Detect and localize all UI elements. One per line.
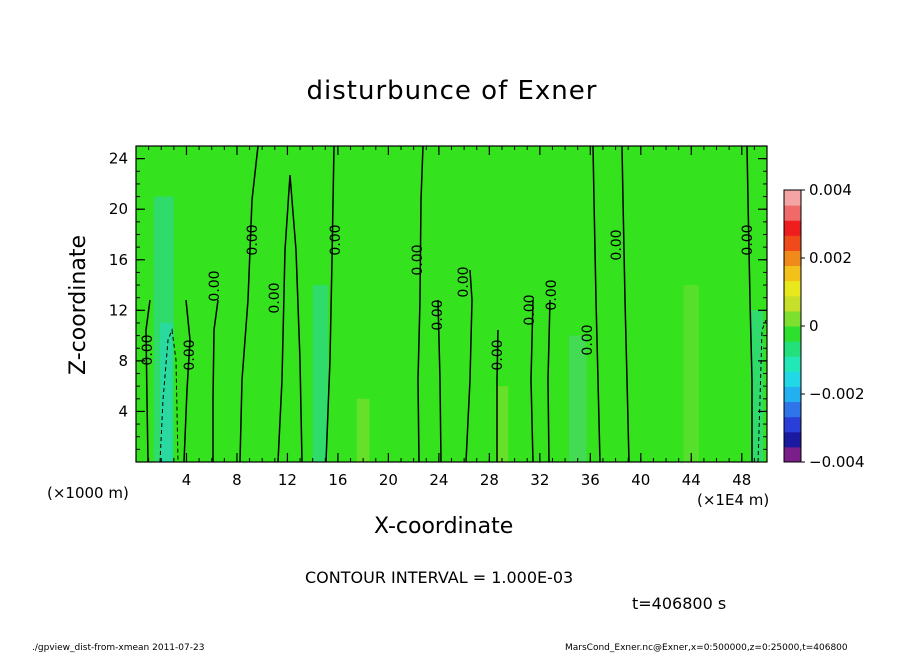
colorbar-swatch [784,446,801,463]
contour-line [145,299,151,463]
contour-label: 0.00 [580,324,596,355]
x-tick-label: 24 [429,471,448,489]
contour-label: 0.00 [182,339,198,370]
plot-background [136,146,767,462]
colorbar-tick-label: 0.004 [809,181,852,199]
y-tick-label: 4 [118,402,128,420]
contour-label: 0.00 [490,339,506,370]
contour-line [530,299,534,463]
colorbar-tick-label: 0.002 [809,249,852,267]
contour-line [592,145,601,463]
colorbar-swatch [784,356,801,372]
x-tick-label: 40 [631,471,650,489]
footer-file-info: MarsCond_Exner.nc@Exner,x=0:500000,z=0:2… [565,643,848,653]
contour-label: 0.00 [544,279,560,310]
x-axis-label: X-coordinate [374,514,514,539]
colorbar-swatch [784,205,801,221]
x-tick-label: 8 [232,471,242,489]
contour-line [437,299,442,463]
contour-line [417,145,424,463]
contour-label: 0.00 [430,299,446,330]
contour-line [325,145,335,463]
field-plume [159,322,173,462]
colorbar-tick-label: −0.004 [809,453,865,471]
contour-line [239,145,259,463]
colorbar-swatch [784,310,801,327]
time-label: t=406800 s [632,594,727,613]
colorbar-swatch [784,326,801,342]
chart-title: disturbunce of Exner [306,76,598,106]
x-tick-label: 32 [530,471,549,489]
contour-label: 0.00 [245,224,261,255]
contour-line [465,269,473,463]
contour-line [212,299,219,462]
y-tick-label: 8 [118,352,128,370]
contour-line [496,329,499,462]
contour-label: 0.00 [267,282,283,313]
x-tick-label: 20 [379,471,398,489]
colorbar-tick-label: −0.002 [809,385,865,403]
colorbar-swatch [784,250,801,267]
contour-line [547,299,551,463]
y-tick-label: 20 [109,200,128,218]
contour-label: 0.00 [609,229,625,260]
field-plume [312,285,328,462]
field-plume [750,310,764,462]
colorbar-swatch [784,401,801,418]
x-unit-label: (×1000 m) [47,484,129,502]
contour-label: 0.00 [456,266,472,297]
contour-line [621,145,630,463]
colorbar-swatch [784,371,801,387]
y-tick-label: 24 [109,150,128,168]
colorbar-swatch [784,190,801,206]
field-plume [495,386,509,462]
x-tick-label: 12 [278,471,297,489]
x-tick-label: 4 [182,471,192,489]
field-plume [568,335,587,462]
contour-label: 0.00 [410,244,426,275]
contour-label: 0.00 [140,334,156,365]
contour-interval-label: CONTOUR INTERVAL = 1.000E-03 [305,568,574,587]
y-tick-label: 16 [109,251,128,269]
x-tick-label: 28 [480,471,499,489]
colorbar-swatch [784,220,801,236]
y-tick-label: 12 [109,301,128,319]
contour-label: 0.00 [207,270,223,301]
colorbar-swatch [784,280,801,297]
colorbar-swatch [784,341,801,357]
x-tick-label: 48 [732,471,751,489]
field-plume [683,285,699,462]
x-tick-label: 16 [328,471,347,489]
colorbar-swatch [784,295,801,312]
x-tick-label: 36 [581,471,600,489]
colorbar-swatch [784,416,801,433]
colorbar-swatch [784,431,801,448]
contour-line [746,145,753,462]
contour-label: 0.00 [328,224,344,255]
contour-line-negative [159,328,179,463]
contour-line [277,174,303,463]
colorbar-tick-label: 0 [809,317,819,335]
x-scale-label: (×1E4 m) [697,491,770,509]
x-tick-label: 44 [682,471,701,489]
contour-label: 0.00 [522,294,538,325]
colorbar-swatch [784,235,801,251]
footer-script-info: ./gpview_dist-from-xmean 2011-07-23 [32,643,205,653]
colorbar-swatch [784,386,801,403]
contour-line-negative [757,319,767,463]
colorbar-swatch [784,265,801,282]
contour-label: 0.00 [740,224,756,255]
field-plume [356,398,370,462]
contour-line [183,299,191,463]
